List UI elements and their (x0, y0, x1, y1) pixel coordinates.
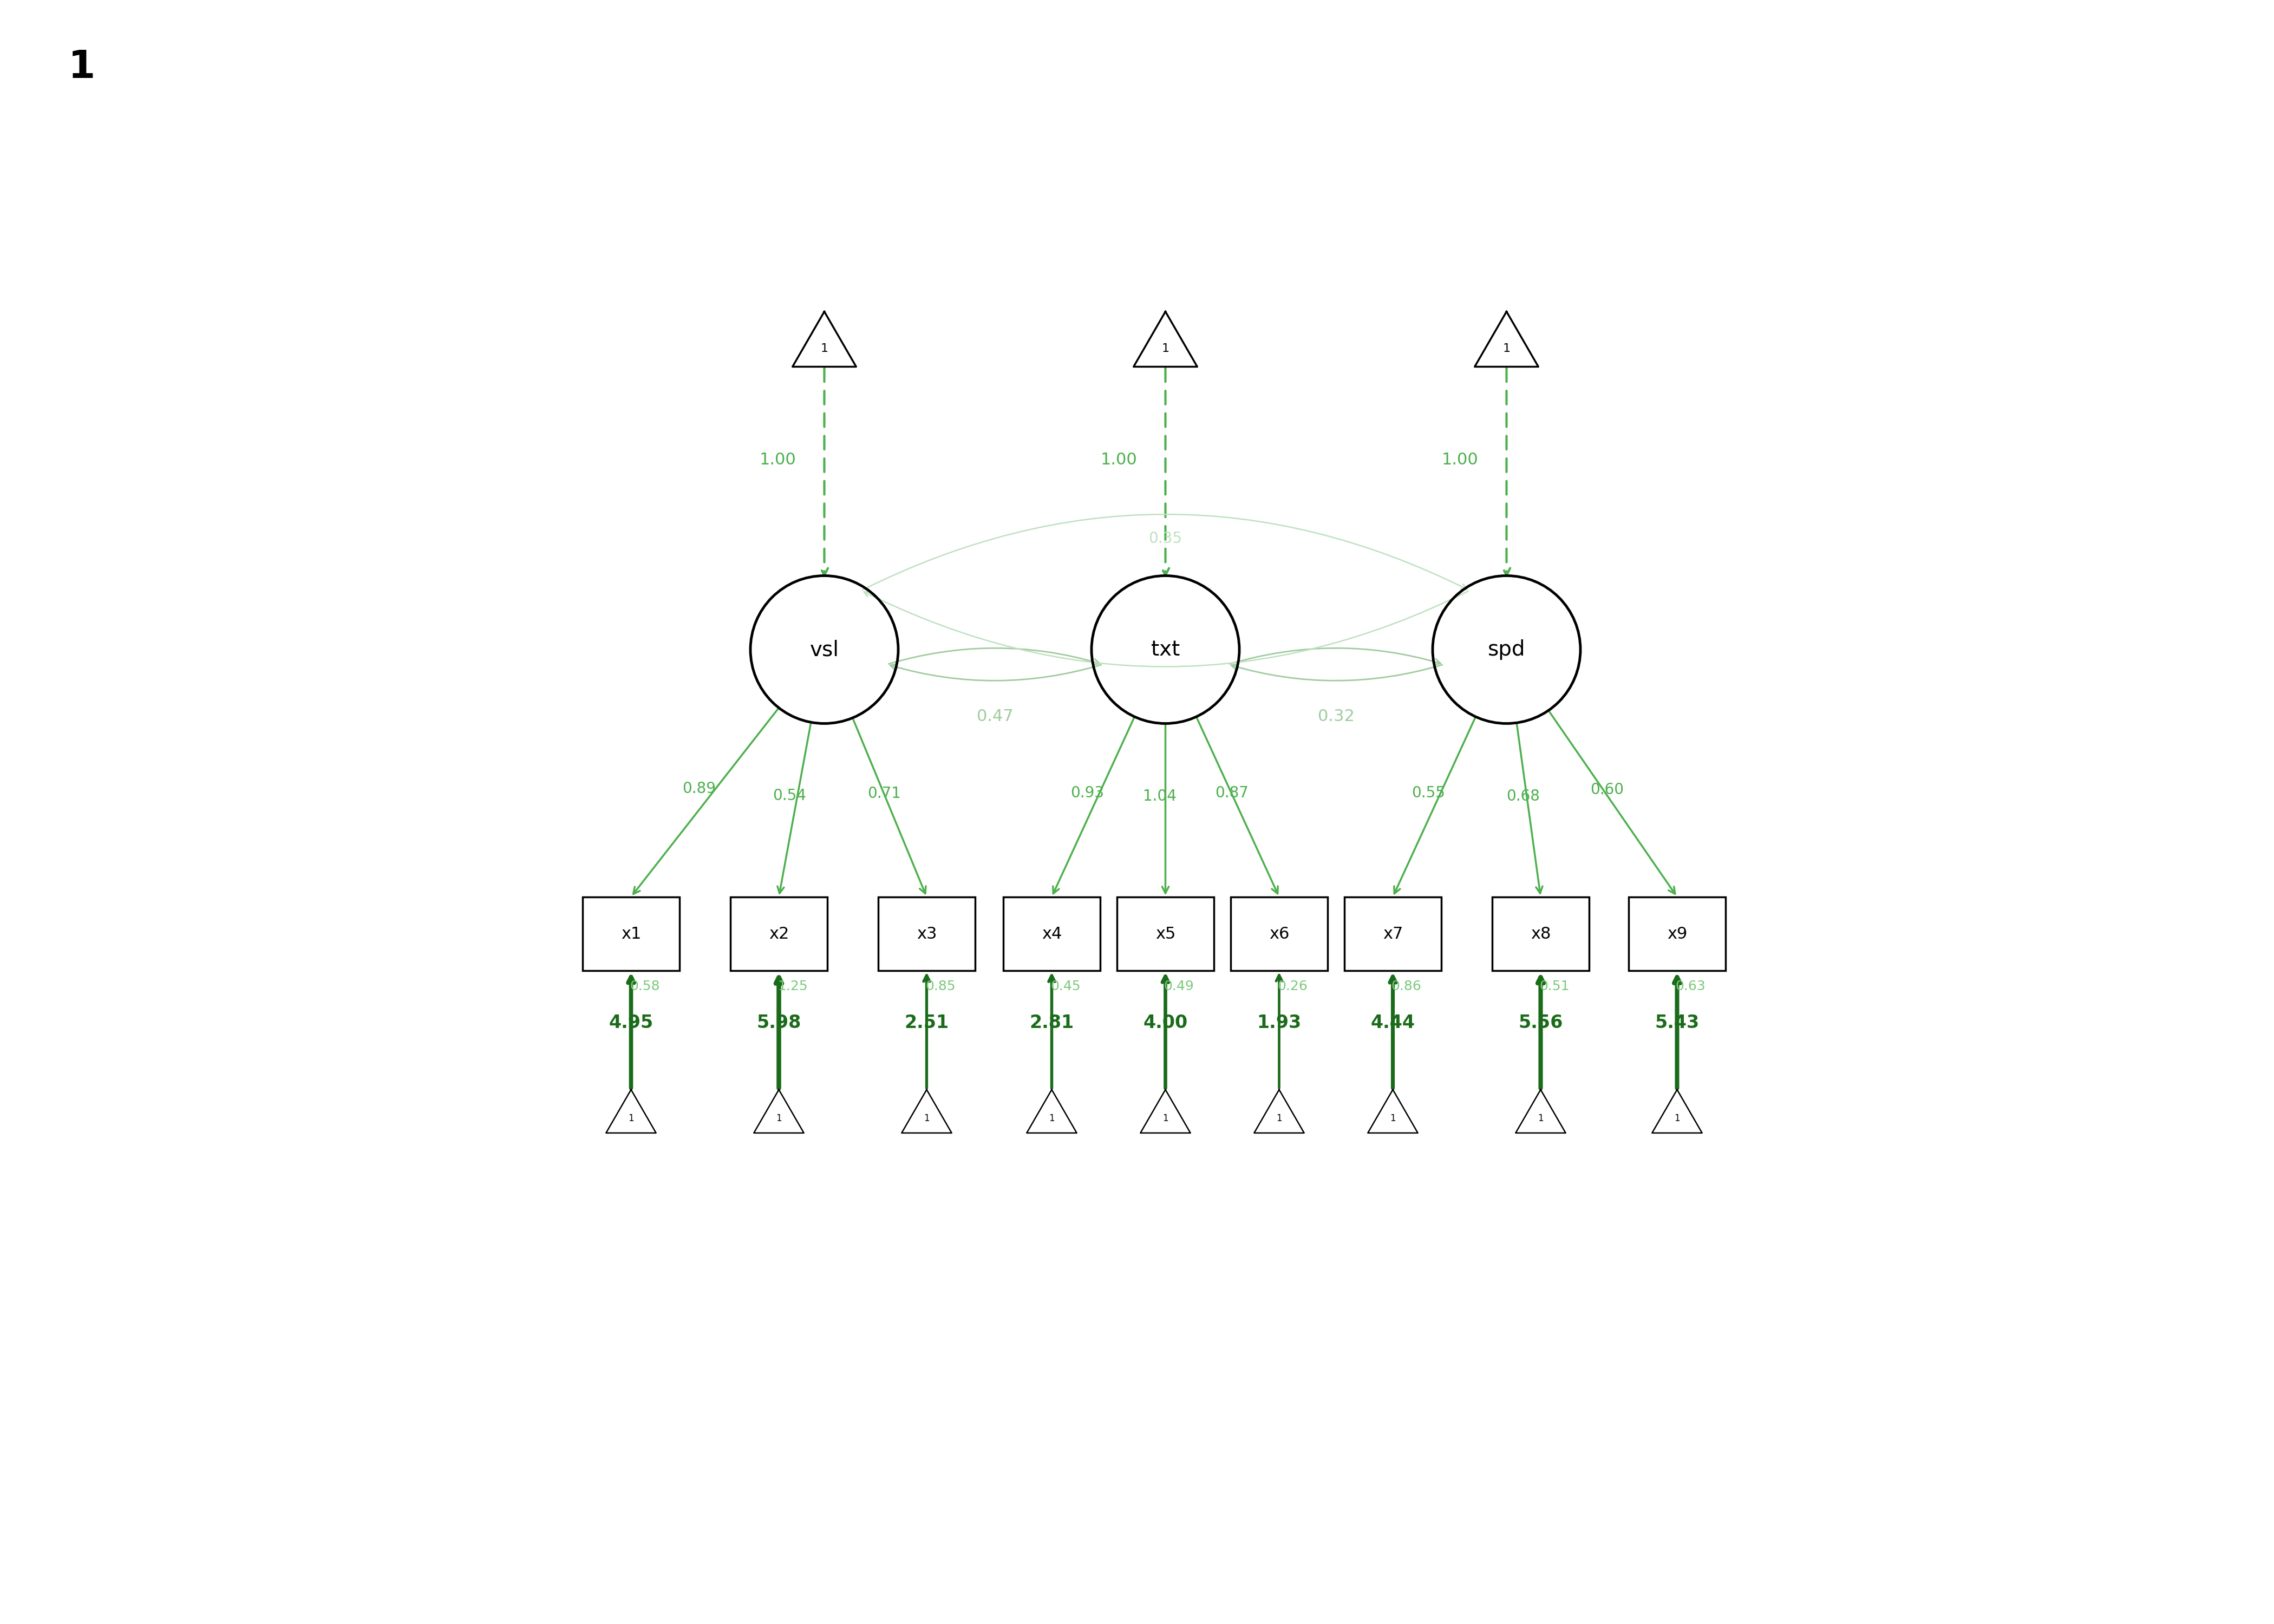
Text: 1.93: 1.93 (1258, 1013, 1301, 1031)
Text: x5: x5 (1155, 926, 1176, 942)
Text: 5.43: 5.43 (1655, 1013, 1699, 1031)
Text: 0.71: 0.71 (866, 786, 901, 801)
Text: vsl: vsl (810, 640, 839, 659)
Text: 0.68: 0.68 (1505, 789, 1539, 804)
Text: txt: txt (1151, 640, 1180, 659)
Text: 4.00: 4.00 (1144, 1013, 1187, 1031)
Text: 1: 1 (775, 1114, 782, 1124)
Text: 0.49: 0.49 (1164, 979, 1194, 992)
Text: 0.89: 0.89 (682, 781, 716, 796)
Text: 1.04: 1.04 (1144, 789, 1176, 804)
Text: 0.32: 0.32 (1317, 708, 1355, 724)
Text: 0.54: 0.54 (773, 788, 805, 804)
Bar (1628, 896, 1726, 971)
Text: 1.00: 1.00 (1101, 451, 1137, 468)
Text: 0.47: 0.47 (976, 708, 1014, 724)
Text: 1: 1 (821, 343, 828, 354)
Text: 5.98: 5.98 (757, 1013, 800, 1031)
Text: 4.95: 4.95 (609, 1013, 653, 1031)
Bar (1003, 896, 1101, 971)
Text: x9: x9 (1667, 926, 1687, 942)
Text: x4: x4 (1041, 926, 1062, 942)
Text: 0.26: 0.26 (1278, 979, 1308, 992)
Text: 0.60: 0.60 (1590, 783, 1624, 797)
Text: x8: x8 (1530, 926, 1551, 942)
Bar (1117, 896, 1214, 971)
Text: 0.86: 0.86 (1392, 979, 1421, 992)
Bar (1230, 896, 1328, 971)
Text: 2.51: 2.51 (905, 1013, 948, 1031)
Text: 5.56: 5.56 (1519, 1013, 1562, 1031)
Text: 1: 1 (68, 49, 96, 86)
Bar (582, 896, 680, 971)
Text: x7: x7 (1383, 926, 1403, 942)
Text: x3: x3 (916, 926, 937, 942)
Text: 1: 1 (1162, 343, 1169, 354)
Text: 0.55: 0.55 (1412, 786, 1446, 801)
Bar (1492, 896, 1590, 971)
Text: 2.81: 2.81 (1030, 1013, 1073, 1031)
Text: 1.00: 1.00 (760, 451, 796, 468)
Bar (1344, 896, 1442, 971)
Text: spd: spd (1487, 640, 1526, 659)
Text: 1: 1 (1674, 1114, 1680, 1124)
Text: x1: x1 (621, 926, 641, 942)
Text: 1: 1 (1537, 1114, 1544, 1124)
Text: 0.35: 0.35 (1148, 531, 1182, 546)
Bar (730, 896, 828, 971)
Text: 1: 1 (1162, 1114, 1169, 1124)
Text: 1: 1 (628, 1114, 634, 1124)
Text: 1: 1 (923, 1114, 930, 1124)
Text: 4.44: 4.44 (1371, 1013, 1414, 1031)
Text: x6: x6 (1269, 926, 1289, 942)
Text: 0.87: 0.87 (1214, 786, 1248, 801)
Text: 0.63: 0.63 (1676, 979, 1706, 992)
Bar (878, 896, 976, 971)
Text: 1: 1 (1048, 1114, 1055, 1124)
Text: 1: 1 (1276, 1114, 1283, 1124)
Text: 1.00: 1.00 (1442, 451, 1478, 468)
Text: x2: x2 (769, 926, 789, 942)
Text: 0.51: 0.51 (1539, 979, 1569, 992)
Text: 0.85: 0.85 (926, 979, 955, 992)
Text: 0.93: 0.93 (1071, 786, 1105, 801)
Text: 1.25: 1.25 (778, 979, 807, 992)
Text: 0.45: 0.45 (1051, 979, 1080, 992)
Text: 1: 1 (1503, 343, 1510, 354)
Text: 0.58: 0.58 (630, 979, 659, 992)
Text: 1: 1 (1389, 1114, 1396, 1124)
